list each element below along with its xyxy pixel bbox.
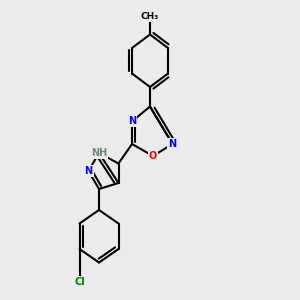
Text: N: N <box>168 139 177 149</box>
Text: Cl: Cl <box>74 277 85 287</box>
Text: CH₃: CH₃ <box>141 12 159 21</box>
Text: N: N <box>84 166 93 176</box>
Text: N: N <box>128 116 136 127</box>
Text: O: O <box>149 151 157 161</box>
Text: NH: NH <box>91 148 107 158</box>
